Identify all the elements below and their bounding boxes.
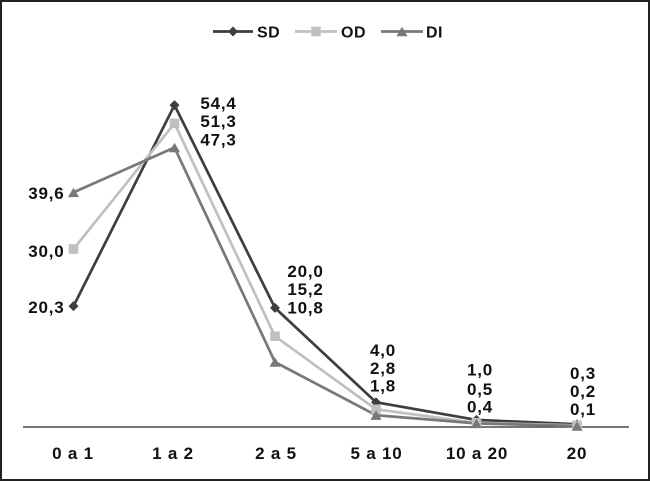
svg-text:1 a 2: 1 a 2 — [152, 444, 194, 463]
svg-text:20,0: 20,0 — [287, 262, 323, 281]
svg-text:47,3: 47,3 — [200, 130, 236, 149]
svg-text:DI: DI — [426, 24, 443, 41]
svg-text:2 a 5: 2 a 5 — [255, 444, 297, 463]
svg-text:30,0: 30,0 — [28, 242, 64, 261]
svg-text:15,2: 15,2 — [287, 280, 323, 299]
svg-text:20,3: 20,3 — [28, 298, 64, 317]
svg-text:0,4: 0,4 — [467, 398, 493, 417]
svg-text:20: 20 — [567, 444, 588, 463]
svg-text:2,8: 2,8 — [370, 359, 396, 378]
svg-text:0,1: 0,1 — [570, 400, 596, 419]
svg-text:OD: OD — [341, 24, 366, 41]
svg-text:1,8: 1,8 — [370, 377, 396, 396]
svg-text:0,5: 0,5 — [467, 380, 493, 399]
svg-text:4,0: 4,0 — [370, 341, 396, 360]
svg-text:5 a 10: 5 a 10 — [350, 444, 402, 463]
svg-text:10,8: 10,8 — [287, 298, 323, 317]
svg-text:0,3: 0,3 — [570, 364, 596, 383]
svg-text:39,6: 39,6 — [28, 184, 64, 203]
svg-text:10 a 20: 10 a 20 — [446, 444, 508, 463]
svg-text:SD: SD — [257, 24, 280, 41]
svg-text:0,2: 0,2 — [570, 382, 596, 401]
svg-text:1,0: 1,0 — [467, 361, 493, 380]
svg-text:54,4: 54,4 — [200, 94, 236, 113]
svg-text:51,3: 51,3 — [200, 112, 236, 131]
svg-text:0 a 1: 0 a 1 — [52, 444, 94, 463]
